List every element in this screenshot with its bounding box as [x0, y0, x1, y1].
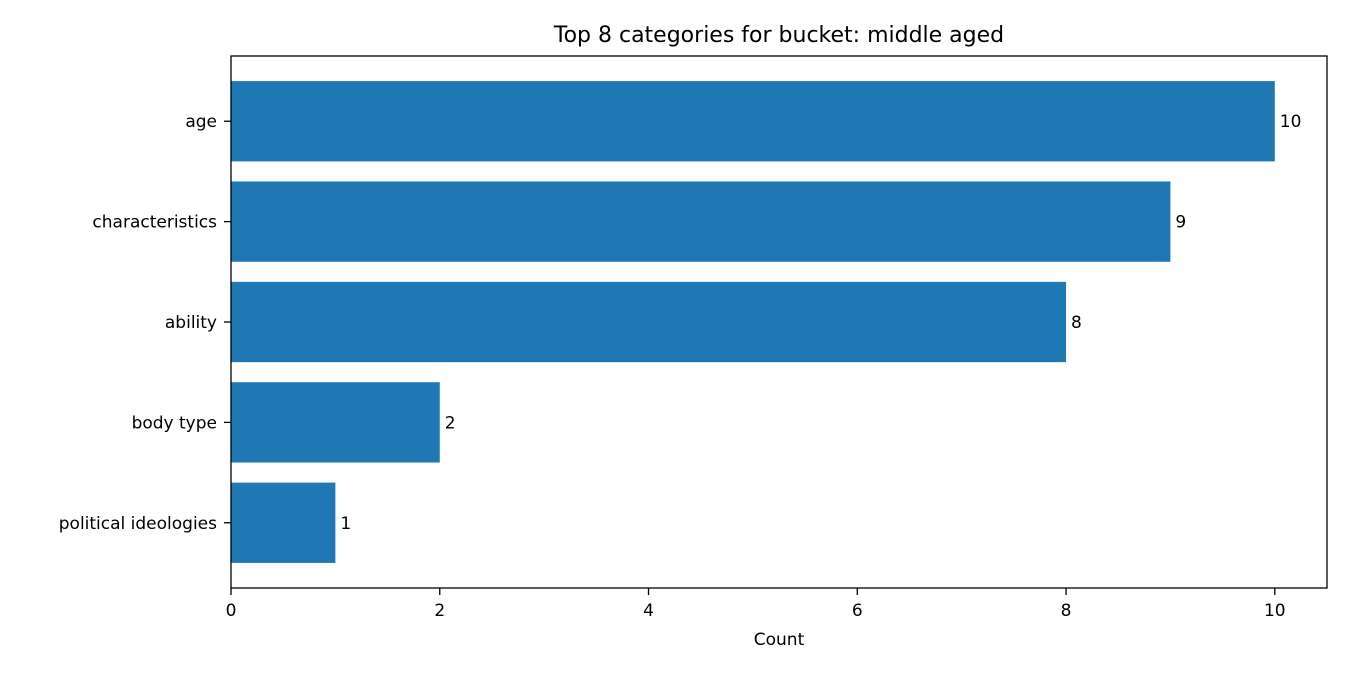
category-label: characteristics [92, 213, 217, 233]
category-label: political ideologies [59, 514, 217, 534]
x-tick-label: 10 [1264, 601, 1286, 621]
bars-group [231, 81, 1275, 563]
bar-ability [231, 281, 1067, 363]
x-tick-label: 6 [852, 601, 863, 621]
x-axis-label: Count [754, 630, 805, 650]
category-label: ability [165, 313, 217, 333]
plot-area-frame [230, 55, 1328, 589]
value-label: 8 [1071, 313, 1082, 333]
value-label: 1 [340, 514, 351, 534]
category-label: age [185, 112, 217, 132]
bar-characteristics [231, 181, 1171, 262]
x-tick-label: 0 [226, 601, 237, 621]
value-label: 9 [1175, 213, 1186, 233]
bar-body-type [231, 382, 440, 463]
category-label: body type [132, 413, 217, 433]
x-axis-ticks-group: 0 2 4 6 8 10 [226, 588, 1286, 621]
value-label: 10 [1280, 112, 1302, 132]
x-tick-label: 2 [434, 601, 445, 621]
category-labels-group: age characteristics ability body type politi… [59, 112, 231, 534]
value-labels-group: 10 9 8 2 1 [340, 112, 1301, 534]
bar-age [231, 81, 1275, 162]
value-label: 2 [445, 413, 456, 433]
chart-title: Top 8 categories for bucket: middle aged [553, 23, 1004, 48]
bar-political-ideologies [231, 482, 336, 563]
x-tick-label: 4 [643, 601, 654, 621]
x-tick-label: 8 [1061, 601, 1072, 621]
